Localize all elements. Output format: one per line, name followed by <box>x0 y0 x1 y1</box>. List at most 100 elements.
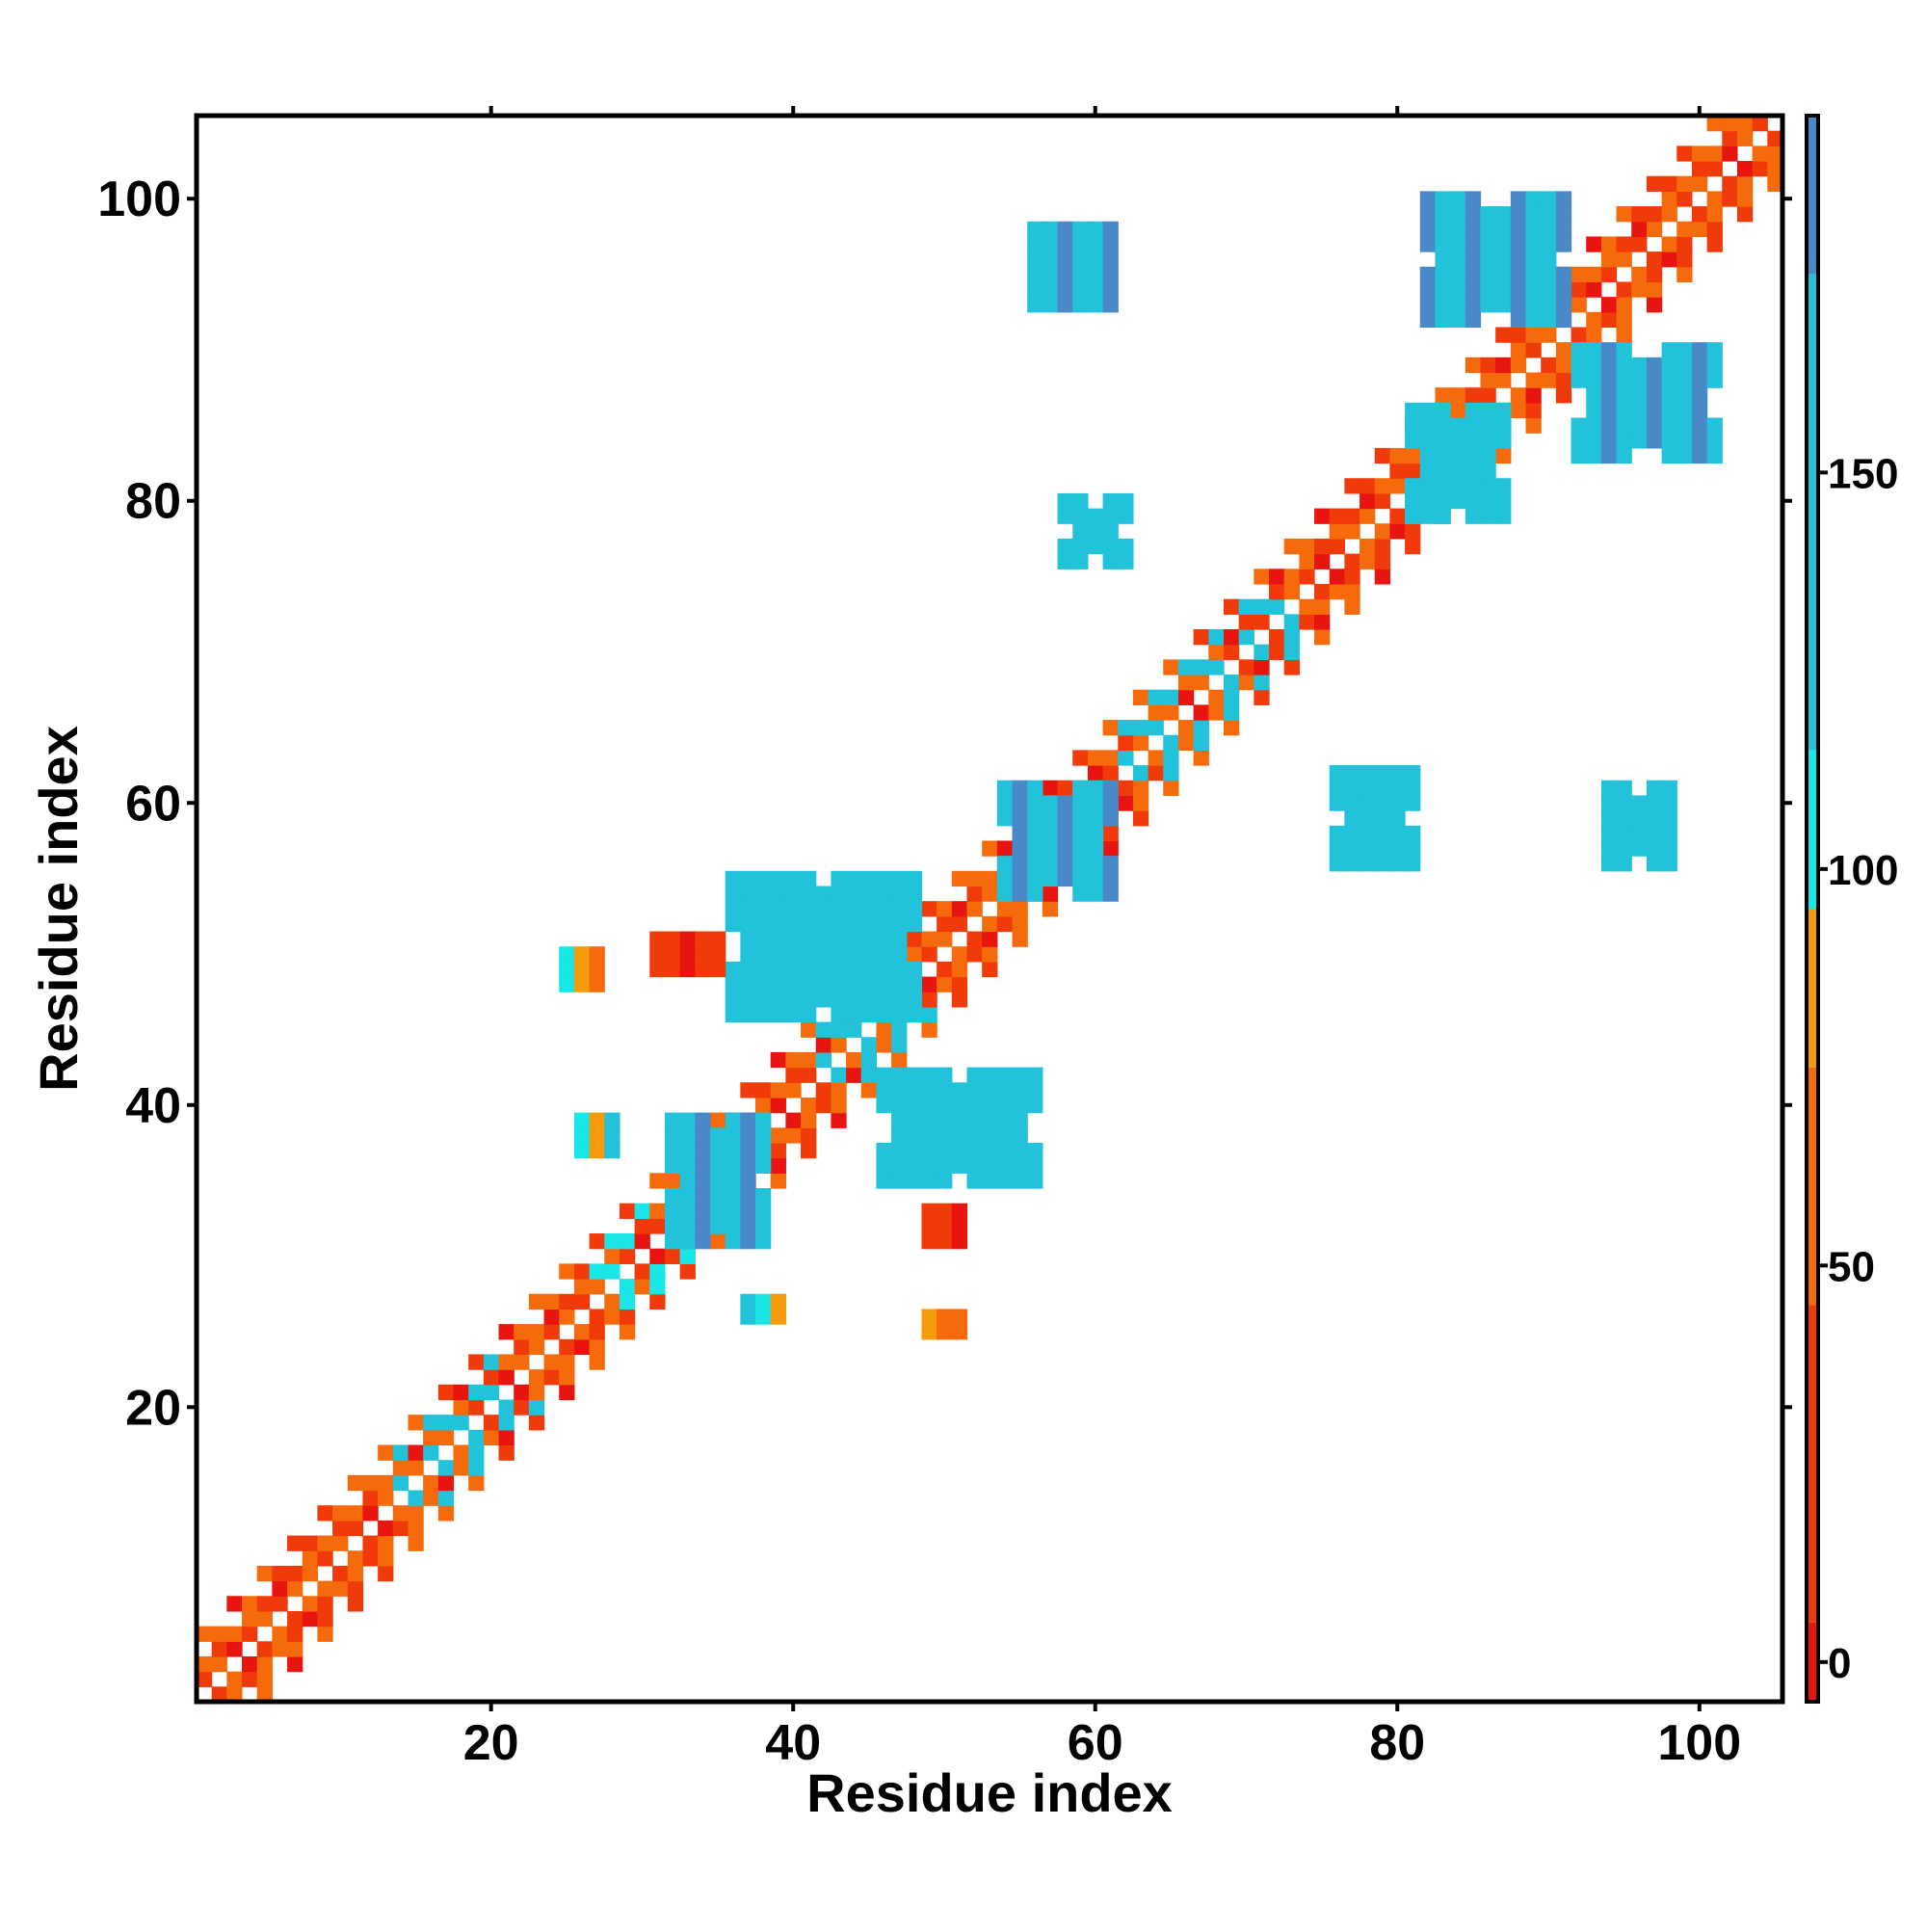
heatmap-cell <box>679 1248 696 1264</box>
heatmap-cell <box>1600 433 1618 449</box>
heatmap-cell <box>1238 659 1254 675</box>
heatmap-cell <box>1555 236 1572 252</box>
heatmap-cell <box>951 1082 968 1098</box>
colorbar-segment <box>1807 274 1818 751</box>
heatmap-cell <box>876 1142 892 1159</box>
heatmap-cell <box>831 1082 847 1098</box>
heatmap-cell <box>1631 357 1648 374</box>
heatmap-cell <box>1631 236 1648 252</box>
heatmap-cell <box>378 1474 394 1492</box>
heatmap-cell <box>1646 402 1663 419</box>
heatmap-cell <box>801 1051 817 1069</box>
heatmap-cell <box>1600 856 1618 872</box>
heatmap-cell <box>1495 492 1512 510</box>
heatmap-cell <box>1480 463 1496 479</box>
heatmap-cell <box>211 1626 227 1642</box>
heatmap-cell <box>695 1233 711 1250</box>
heatmap-cell <box>573 1263 591 1280</box>
heatmap-cell <box>514 1399 530 1416</box>
heatmap-cell <box>679 1263 696 1280</box>
heatmap-cell <box>1314 583 1331 600</box>
heatmap-cell <box>725 1188 741 1204</box>
heatmap-cell <box>1541 221 1557 238</box>
heatmap-cell <box>226 1671 243 1687</box>
heatmap-cell <box>347 1474 364 1492</box>
heatmap-cell <box>1374 825 1391 842</box>
heatmap-cell <box>1616 417 1632 434</box>
heatmap-cell <box>1525 191 1542 207</box>
heatmap-cell <box>437 1460 455 1476</box>
heatmap-cell <box>1208 704 1225 721</box>
heatmap-cell <box>801 946 817 963</box>
heatmap-cell <box>1283 614 1300 630</box>
heatmap-cell <box>951 992 968 1008</box>
heatmap-cell <box>1254 659 1270 675</box>
heatmap-cell <box>755 870 772 887</box>
heatmap-cell <box>1465 311 1482 329</box>
heatmap-cell <box>1374 447 1391 464</box>
heatmap-cell <box>664 946 681 963</box>
heatmap-cell <box>1736 161 1754 177</box>
heatmap-cell <box>846 976 862 992</box>
heatmap-cell <box>1419 297 1437 313</box>
heatmap-cell <box>1193 750 1209 766</box>
heatmap-cell <box>1435 311 1451 329</box>
heatmap-cell <box>951 1112 968 1128</box>
heatmap-cell <box>1510 206 1527 223</box>
heatmap-cell <box>876 1067 892 1083</box>
heatmap-cell <box>1027 886 1043 902</box>
heatmap-cell <box>876 992 892 1008</box>
heatmap-cell <box>1450 492 1466 510</box>
heatmap-cell <box>1495 357 1512 374</box>
heatmap-cell <box>1223 720 1240 736</box>
heatmap-cell <box>891 1112 908 1128</box>
heatmap-cell <box>1706 357 1723 374</box>
heatmap-cell <box>1586 342 1602 358</box>
heatmap-cell <box>1283 644 1300 660</box>
heatmap-cell <box>860 931 878 947</box>
heatmap-cell <box>740 915 756 933</box>
heatmap-cell <box>437 1505 455 1522</box>
heatmap-cell <box>1118 780 1134 797</box>
heatmap-cell <box>876 1097 892 1114</box>
heatmap-cell <box>1208 659 1225 675</box>
heatmap-cell <box>1132 810 1149 827</box>
heatmap-cell <box>1359 780 1376 797</box>
heatmap-cell <box>1057 795 1073 811</box>
heatmap-cell <box>785 886 802 902</box>
heatmap-cell <box>392 1520 409 1537</box>
heatmap-cell <box>1571 327 1587 343</box>
heatmap-cell <box>906 992 923 1008</box>
heatmap-cell <box>1450 447 1466 464</box>
heatmap-cell <box>287 1580 304 1597</box>
heatmap-cell <box>573 1324 591 1340</box>
heatmap-cell <box>1450 463 1466 479</box>
heatmap-cell <box>951 1324 968 1340</box>
heatmap-cell <box>1344 598 1360 615</box>
heatmap-cell <box>1480 266 1496 283</box>
heatmap-cell <box>1646 372 1663 388</box>
heatmap-cell <box>1555 357 1572 374</box>
heatmap-cell <box>937 931 953 947</box>
heatmap-cell <box>664 1233 681 1250</box>
heatmap-cell <box>831 931 847 947</box>
heatmap-cell <box>332 1535 349 1551</box>
colorbar-tick-label: 150 <box>1828 450 1898 497</box>
heatmap-cell <box>937 1157 953 1174</box>
heatmap-cell <box>589 961 605 978</box>
heatmap-cell <box>966 1157 983 1174</box>
heatmap-cell <box>921 1157 937 1174</box>
heatmap-cell <box>725 1006 741 1023</box>
heatmap-cell <box>921 1309 937 1325</box>
heatmap-cell <box>1495 478 1512 494</box>
heatmap-cell <box>468 1474 485 1492</box>
heatmap-cell <box>1102 538 1119 555</box>
heatmap-cell <box>498 1399 515 1416</box>
heatmap-cell <box>1087 508 1104 524</box>
heatmap-cell <box>1541 281 1557 298</box>
heatmap-cell <box>1057 281 1073 298</box>
heatmap-cell <box>891 886 908 902</box>
heatmap-cell <box>1072 870 1089 887</box>
heatmap-cell <box>725 1173 741 1189</box>
heatmap-cell <box>709 1112 726 1128</box>
